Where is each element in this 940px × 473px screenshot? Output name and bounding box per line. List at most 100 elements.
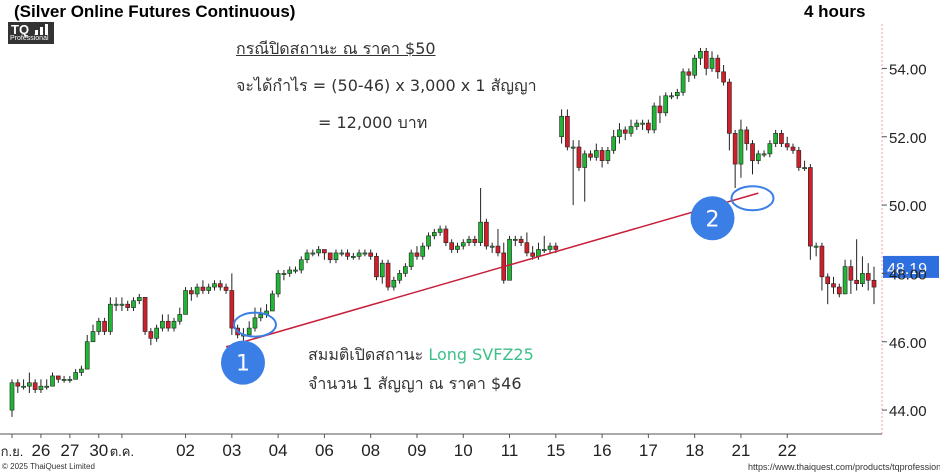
x-tick-label: 27	[60, 441, 79, 460]
candle	[391, 276, 397, 291]
candle-body-down	[657, 105, 663, 114]
candle-body-down	[553, 245, 559, 250]
candle-body-up	[362, 252, 368, 255]
candle	[420, 242, 426, 260]
candle	[183, 287, 188, 315]
candle-body-down	[854, 279, 859, 284]
candle-body-up	[21, 385, 26, 388]
x-tick-label: 06	[315, 441, 334, 460]
candle	[524, 232, 530, 257]
candle	[131, 297, 136, 311]
open-position-prefix: สมมติเปิดสถานะ	[308, 345, 424, 364]
candle-body-down	[518, 238, 524, 243]
candle-body-up	[634, 122, 640, 127]
candle-body-down	[744, 129, 750, 144]
x-tick-label: 17	[639, 441, 658, 460]
candle-body-down	[819, 245, 825, 278]
candle-body-up	[431, 232, 437, 237]
candle-body-up	[455, 245, 460, 250]
candle	[275, 270, 281, 298]
candle-body-up	[160, 320, 165, 329]
candle	[356, 249, 362, 260]
candle	[547, 242, 553, 253]
profit-result: = 12,000 บาท	[318, 113, 428, 132]
candle	[229, 273, 235, 335]
candle	[403, 263, 408, 277]
candle	[715, 54, 721, 79]
candle-body-up	[333, 252, 339, 261]
candle	[298, 256, 304, 274]
candle	[686, 68, 692, 83]
candle-body-up	[9, 382, 15, 411]
candle-body-up	[813, 245, 819, 248]
candle-body-up	[478, 221, 483, 243]
candle-body-down	[55, 375, 61, 380]
candle-body-down	[790, 146, 796, 151]
candle	[258, 307, 264, 322]
candle-body-down	[686, 71, 692, 76]
candle	[478, 188, 483, 247]
candle	[773, 129, 778, 147]
candle-body-up	[212, 283, 217, 288]
candle-body-up	[275, 273, 281, 295]
candle-body-up	[50, 375, 55, 387]
candle	[854, 239, 859, 291]
candle-body-up	[79, 368, 84, 373]
candle-body-up	[420, 245, 426, 257]
candle	[217, 280, 223, 291]
candle-body-up	[171, 320, 177, 329]
candle	[617, 123, 622, 144]
candle	[102, 317, 107, 335]
candle-body-down	[472, 238, 478, 243]
candle	[327, 252, 333, 264]
candle	[15, 379, 21, 393]
candle	[90, 324, 96, 343]
candle-body-down	[715, 57, 721, 73]
candle-body-down	[368, 252, 374, 257]
candle-body-up	[680, 71, 686, 93]
timeframe-label[interactable]: 4 hours	[804, 2, 866, 21]
candle	[374, 252, 379, 281]
candle-body-up	[466, 238, 472, 243]
candle	[565, 109, 570, 151]
candle-body-down	[385, 262, 391, 288]
source-url[interactable]: https://www.thaiquest.com/products/tqpro…	[748, 462, 940, 472]
candle	[414, 246, 420, 260]
candle	[651, 102, 657, 134]
candle-body-up	[136, 297, 142, 302]
candle	[808, 164, 813, 260]
candle-body-up	[310, 252, 316, 255]
candle-body-up	[293, 269, 298, 272]
overlay-layer: 1 2 48.19	[220, 185, 939, 385]
candle	[848, 259, 854, 294]
candle-body-down	[727, 81, 732, 134]
candle	[466, 235, 472, 247]
marker-badge	[220, 340, 265, 385]
candle-body-up	[270, 293, 275, 312]
candle	[96, 317, 102, 335]
candle	[148, 328, 154, 346]
x-tick-label: 11	[501, 441, 519, 460]
candle-body-up	[761, 153, 767, 156]
candle-body-up	[27, 382, 32, 387]
candle-body-up	[611, 136, 616, 151]
candle	[472, 235, 478, 247]
candle-body-down	[871, 279, 877, 288]
candle	[634, 119, 640, 130]
candle	[599, 147, 605, 168]
candle-body-up	[489, 245, 495, 248]
candle	[171, 317, 177, 332]
candle	[819, 242, 825, 291]
candle	[316, 246, 321, 257]
candle	[593, 143, 599, 161]
y-tick-label: 54.00	[889, 61, 927, 78]
candle-body-down	[414, 252, 420, 257]
candle-body-down	[576, 146, 582, 168]
candle	[657, 95, 663, 124]
candle-body-up	[73, 372, 78, 380]
candle	[333, 249, 339, 264]
candle-body-down	[449, 242, 455, 250]
candle	[32, 379, 38, 393]
candle	[154, 324, 159, 342]
candle	[831, 276, 836, 294]
